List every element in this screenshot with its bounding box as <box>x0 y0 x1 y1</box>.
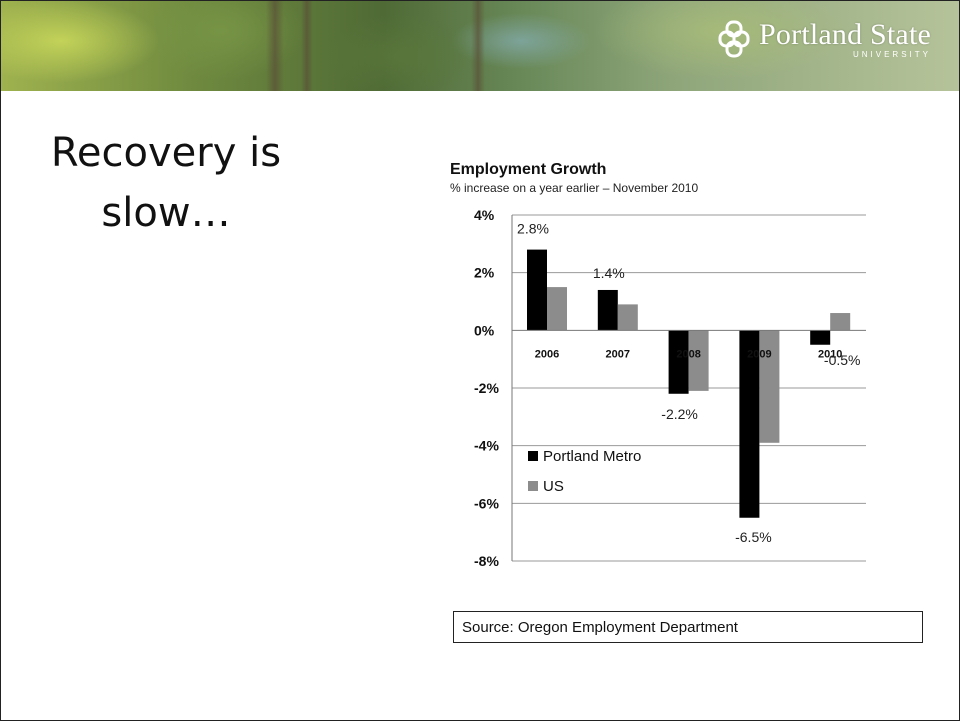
x-tick-label: 2006 <box>535 348 559 360</box>
university-logo: Portland State UNIVERSITY <box>717 19 931 59</box>
slide-title-line-2: slow… <box>101 190 231 236</box>
legend-label: Portland Metro <box>543 448 641 465</box>
bar-us-2009 <box>759 330 780 443</box>
data-label: 1.4% <box>593 265 625 281</box>
source-box: Source: Oregon Employment Department <box>453 611 923 643</box>
bar-portland-metro-2006 <box>527 249 547 331</box>
chart-title: Employment Growth <box>450 161 607 178</box>
bar-us-2006 <box>547 287 567 331</box>
data-label: -2.2% <box>661 406 698 422</box>
bar-portland-metro-2007 <box>597 289 618 331</box>
y-tick-label: -2% <box>474 380 499 396</box>
bar-us-2008 <box>688 330 709 391</box>
data-label: -6.5% <box>735 529 772 545</box>
y-tick-label: 0% <box>474 322 495 338</box>
slide-title: Recovery is slow… <box>31 123 301 243</box>
chart-subtitle: % increase on a year earlier – November … <box>450 181 699 195</box>
data-label: -0.5% <box>824 352 861 368</box>
legend-swatch <box>528 451 538 461</box>
slide-title-line-1: Recovery is <box>50 130 282 176</box>
y-tick-label: -8% <box>474 553 499 569</box>
logo-subtitle: UNIVERSITY <box>852 49 931 59</box>
header-banner: Portland State UNIVERSITY <box>1 1 959 91</box>
legend-swatch <box>528 481 538 491</box>
employment-growth-chart: 4% 2% 0% -2% -4% -6% -8% 2006 2007 2008 2009 2010 2.… <box>474 207 866 569</box>
x-tick-label: 2008 <box>676 348 700 360</box>
x-tick-label: 2010 <box>818 348 842 360</box>
bar-us-2007 <box>617 304 638 331</box>
x-tick-label: 2007 <box>606 348 630 360</box>
y-tick-label: -6% <box>474 495 499 511</box>
psu-logo-icon <box>718 20 750 58</box>
y-tick-label: 2% <box>474 265 495 281</box>
bar-portland-metro-2008 <box>668 330 689 394</box>
bar-portland-metro-2009 <box>739 330 760 518</box>
bar-portland-metro-2010 <box>810 330 831 345</box>
y-tick-label: 4% <box>474 207 495 223</box>
data-label: 2.8% <box>517 221 549 237</box>
bar-us-2010 <box>830 313 851 331</box>
legend-label: US <box>543 478 564 495</box>
logo-name: Portland State <box>759 17 931 51</box>
x-tick-label: 2009 <box>747 348 771 360</box>
y-tick-label: -4% <box>474 438 499 454</box>
